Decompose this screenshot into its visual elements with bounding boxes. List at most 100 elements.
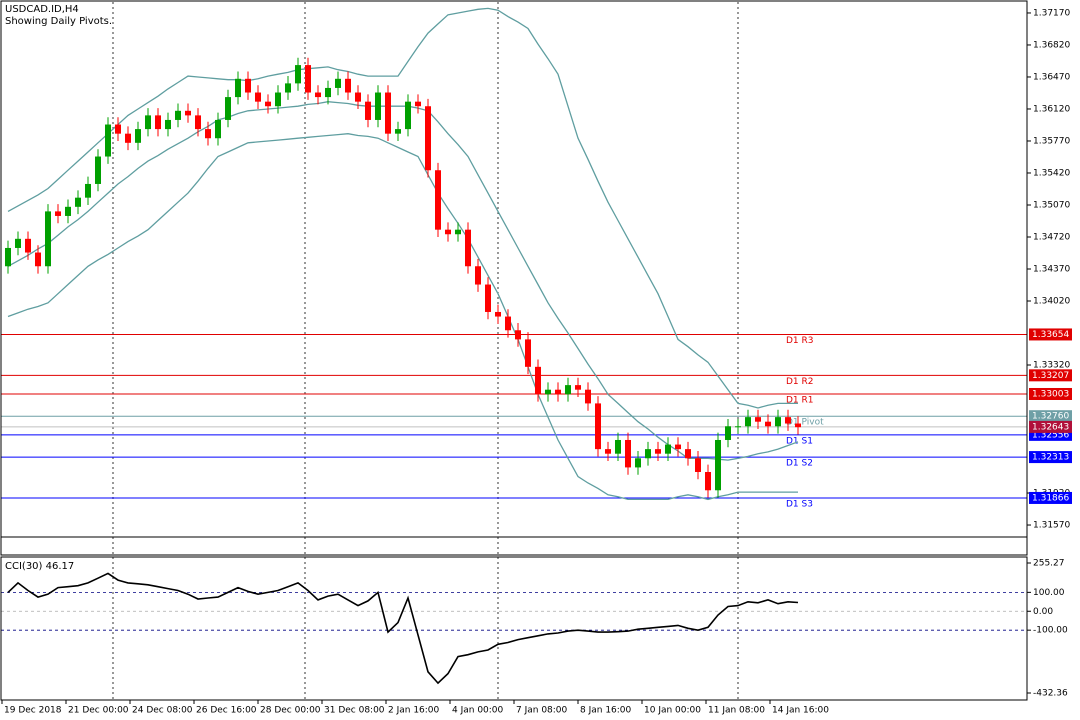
candle-body [795,423,801,428]
candle-body [55,211,61,216]
x-tick-label: 2 Jan 16:00 [388,706,440,716]
candle-body [205,129,211,139]
candle-body [485,284,491,312]
x-tick-label: 26 Dec 16:00 [196,706,257,716]
candle-body [775,417,781,427]
cci-tick-label: 100.00 [1033,588,1065,598]
candle-body [435,170,441,230]
candle-body [325,87,331,98]
candle-body [185,110,191,116]
candle-body [145,115,151,130]
candle-body [675,444,681,450]
candle-body [505,316,511,331]
pivot-price-box [1029,387,1072,400]
y-tick-label: 1.33320 [1033,361,1070,371]
candle-body [765,421,771,427]
candle-body [115,124,121,134]
pivot-price-label: 1.32313 [1032,453,1069,463]
candle-body [165,119,171,130]
pivot-price-label: 1.31866 [1032,493,1069,503]
candle-body [465,229,471,267]
chart-title: USDCAD.ID,H4 [5,4,79,15]
candle-body [645,449,651,459]
price-frame [0,0,1028,556]
candle-body [595,403,601,450]
pivot-name: D1 R3 [786,336,814,346]
x-tick-label: 7 Jan 08:00 [516,706,568,716]
candle-body [725,426,731,440]
candle-body [785,417,791,424]
x-tick-label: 21 Dec 00:00 [68,706,129,716]
y-tick-label: 1.35770 [1033,136,1070,146]
pivot-price-box [1029,328,1072,341]
candle-body [35,252,41,267]
pivot-price-label: 1.32760 [1032,412,1069,422]
cci-tick-label: 0.00 [1033,607,1053,617]
separators [112,2,739,699]
y-tick-label: 1.31570 [1033,521,1070,531]
candle-body [285,83,291,93]
pivot-name: D1 R1 [786,395,814,405]
pivot-price-label: 1.33654 [1032,330,1069,340]
candle-body [295,65,301,84]
candle-body [215,119,221,139]
price-panel: 1.37170 1.36820 1.36470 1.36120 1.35770 1.354… [1,7,1072,716]
pivot-price-box [1029,451,1072,464]
candle-body [445,229,451,235]
candle-body [65,206,71,216]
candle-body [345,78,351,93]
candle-body [715,439,721,491]
axes [0,0,1028,701]
candle-body [515,330,521,340]
band-lower [7,133,798,501]
x-tick-label: 4 Jan 00:00 [452,706,504,716]
candle-body [305,65,311,93]
pivot-name: D1 S3 [786,499,813,509]
candle-body [565,385,571,395]
band-middle [7,101,799,461]
pivot-name: D1 Pivot [786,418,824,428]
candle-body [685,449,691,459]
candle-body [195,115,201,130]
pivot-name: D1 S2 [786,459,813,469]
x-tick-label: 19 Dec 2018 [4,706,62,716]
candle-body [575,385,581,390]
candle-body [225,97,231,120]
candle-body [15,238,21,248]
candle-body [525,339,531,367]
candle-body [635,458,641,468]
candle-body [475,266,481,285]
candle-body [275,92,281,107]
pivot-price-box [1029,369,1072,382]
candle-body [135,129,141,143]
cci-tick-label: -432.36 [1033,689,1068,699]
candle-body [425,106,431,171]
band-upper [7,7,798,409]
candle-body [625,439,631,468]
candle-body [545,389,551,395]
candle-body [5,247,11,267]
x-tick-label: 11 Jan 08:00 [708,706,765,716]
candle-body [755,417,761,422]
candle-body [735,426,741,428]
candle-body [255,92,261,102]
candle-body [75,197,81,207]
candle-body [25,238,31,253]
y-tick-label: 1.34020 [1033,296,1070,306]
pivot-price-label: 1.33003 [1032,389,1069,399]
candle-body [175,110,181,120]
pivot-name: D1 R2 [786,377,814,387]
cci-line [7,572,799,685]
pivot-price-label: 1.33207 [1032,371,1069,381]
y-tick-label: 1.34370 [1033,264,1070,274]
candle-body [315,92,321,98]
candle-body [665,444,671,454]
candle-body [395,129,401,134]
pivot-name: D1 S1 [786,436,813,446]
candle-body [405,101,411,130]
candle-body [355,92,361,102]
candle-body [535,366,541,395]
